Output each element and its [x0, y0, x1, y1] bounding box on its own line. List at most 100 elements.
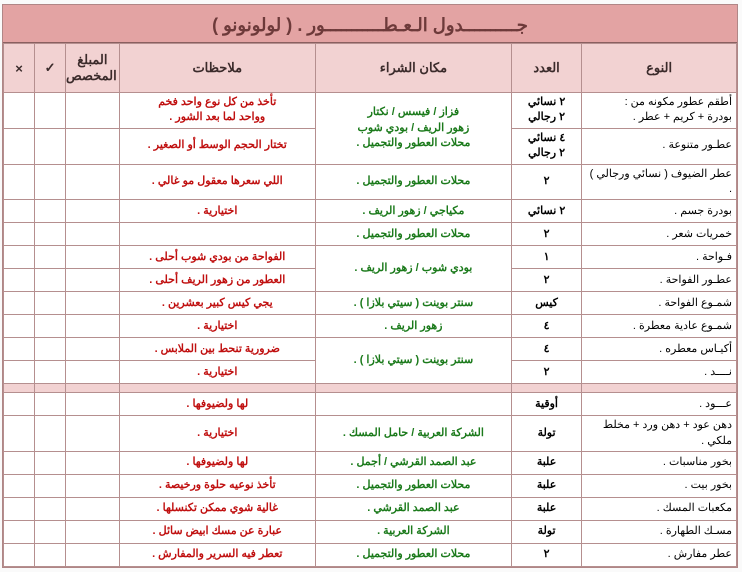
cell-qty: ٢ — [511, 164, 581, 200]
cell-x — [4, 544, 35, 567]
table-row: بخور مناسبات .علبةعبد الصمد القرشي / أجم… — [4, 452, 737, 475]
cell-notes: لها ولضيوفها . — [119, 393, 315, 416]
table-row: مكعبات المسك .علبةعبد الصمد القرشي .غالي… — [4, 498, 737, 521]
cell-type: مكعبات المسك . — [582, 498, 737, 521]
cell-budget — [66, 521, 120, 544]
cell-place: سنتر بوينت ( سيتي بلازا ) . — [315, 338, 511, 384]
header-row: النوع العدد مكان الشراء ملاحظات المبلغ ا… — [4, 44, 737, 93]
cell-place: محلات العطور والتجميل . — [315, 223, 511, 246]
cell-qty: علبة — [511, 498, 581, 521]
col-x: × — [4, 44, 35, 93]
cell-place: محلات العطور والتجميل . — [315, 475, 511, 498]
cell-type: عطر مفارش . — [582, 544, 737, 567]
table-row: أطقم عطور مكونه من :بودرة + كريم + عطر .… — [4, 93, 737, 129]
cell-notes: تعطر فيه السرير والمفارش . — [119, 544, 315, 567]
cell-budget — [66, 475, 120, 498]
cell-notes: عبارة عن مسك ابيض سائل . — [119, 521, 315, 544]
col-qty: العدد — [511, 44, 581, 93]
cell-check — [35, 393, 66, 416]
cell-notes: غالية شوي ممكن تكنسلها . — [119, 498, 315, 521]
cell-budget — [66, 361, 120, 384]
cell-qty: تولة — [511, 521, 581, 544]
cell-budget — [66, 393, 120, 416]
cell-x — [4, 93, 35, 129]
cell-place: عبد الصمد القرشي / أجمل . — [315, 452, 511, 475]
cell-place — [315, 393, 511, 416]
cell-place: عبد الصمد القرشي . — [315, 498, 511, 521]
cell-x — [4, 223, 35, 246]
cell-type: أكيـاس معطره . — [582, 338, 737, 361]
cell-notes: اختيارية . — [119, 416, 315, 452]
cell-place: محلات العطور والتجميل . — [315, 544, 511, 567]
cell-qty: علبة — [511, 475, 581, 498]
table-row: شمـوع الفواحة .كيسسنتر بوينت ( سيتي بلاز… — [4, 292, 737, 315]
cell-qty: أوقية — [511, 393, 581, 416]
col-budget: المبلغ المخصص — [66, 44, 120, 93]
col-type: النوع — [582, 44, 737, 93]
table-row: بودرة جسم .٢ نسائيمكياجي / زهور الريف .ا… — [4, 200, 737, 223]
table-row: بخور بيت .علبةمحلات العطور والتجميل .تأخ… — [4, 475, 737, 498]
cell-budget — [66, 416, 120, 452]
cell-notes: لها ولضيوفها . — [119, 452, 315, 475]
cell-budget — [66, 544, 120, 567]
cell-budget — [66, 164, 120, 200]
cell-budget — [66, 292, 120, 315]
cell-qty: ٤ — [511, 315, 581, 338]
cell-notes: العطور من زهور الريف أحلى . — [119, 269, 315, 292]
cell-x — [4, 246, 35, 269]
cell-qty: ١ — [511, 246, 581, 269]
cell-type: بودرة جسم . — [582, 200, 737, 223]
cell-check — [35, 164, 66, 200]
cell-notes: ضرورية تنحط بين الملابس . — [119, 338, 315, 361]
cell-type: بخور مناسبات . — [582, 452, 737, 475]
cell-type: عطـور الفواحة . — [582, 269, 737, 292]
sheet-title: جــــــــــدول الـعـطـــــــــــور . ( ل… — [3, 5, 737, 43]
title-main: جــــــــــدول الـعـطـــــــــــور . — [297, 15, 528, 35]
cell-x — [4, 200, 35, 223]
title-sub: ( لولونونو ) — [212, 15, 292, 35]
cell-place: مكياجي / زهور الريف . — [315, 200, 511, 223]
cell-check — [35, 416, 66, 452]
cell-x — [4, 416, 35, 452]
table-row: خمريات شعر .٢محلات العطور والتجميل . — [4, 223, 737, 246]
cell-x — [4, 498, 35, 521]
cell-qty: ٤ — [511, 338, 581, 361]
cell-place: الشركة العربية / حامل المسك . — [315, 416, 511, 452]
cell-notes: الفواحة من بودي شوب أحلى . — [119, 246, 315, 269]
cell-check — [35, 223, 66, 246]
cell-type: خمريات شعر . — [582, 223, 737, 246]
cell-notes: يجي كيس كبير بعشرين . — [119, 292, 315, 315]
cell-x — [4, 338, 35, 361]
cell-x — [4, 475, 35, 498]
cell-check — [35, 498, 66, 521]
cell-budget — [66, 338, 120, 361]
cell-type: دهن عود + دهن ورد + مخلط ملكي . — [582, 416, 737, 452]
cell-x — [4, 521, 35, 544]
cell-place: محلات العطور والتجميل . — [315, 164, 511, 200]
cell-budget — [66, 223, 120, 246]
cell-notes — [119, 223, 315, 246]
cell-notes: اختيارية . — [119, 315, 315, 338]
cell-type: عـــود . — [582, 393, 737, 416]
cell-notes: اختيارية . — [119, 361, 315, 384]
table-row: عـــود .أوقية لها ولضيوفها . — [4, 393, 737, 416]
cell-qty: ٢ نسائي٢ رجالي — [511, 93, 581, 129]
table-row: شمـوع عادية معطرة .٤زهور الريف .اختيارية… — [4, 315, 737, 338]
cell-place: الشركة العربية . — [315, 521, 511, 544]
cell-check — [35, 338, 66, 361]
cell-x — [4, 269, 35, 292]
cell-type: نــــد . — [582, 361, 737, 384]
cell-qty: ٢ — [511, 544, 581, 567]
table-row: فـواحة .١بودي شوب / زهور الريف .الفواحة … — [4, 246, 737, 269]
cell-qty: ٢ — [511, 361, 581, 384]
cell-check — [35, 521, 66, 544]
cell-qty: كيس — [511, 292, 581, 315]
cell-type: فـواحة . — [582, 246, 737, 269]
cell-budget — [66, 452, 120, 475]
cell-place: فزاز / فيسس / نكتارزهور الريف / بودي شوب… — [315, 93, 511, 165]
cell-check — [35, 200, 66, 223]
cell-type: شمـوع الفواحة . — [582, 292, 737, 315]
cell-notes: اللي سعرها معقول مو غالي . — [119, 164, 315, 200]
cell-notes: اختيارية . — [119, 200, 315, 223]
cell-place: سنتر بوينت ( سيتي بلازا ) . — [315, 292, 511, 315]
